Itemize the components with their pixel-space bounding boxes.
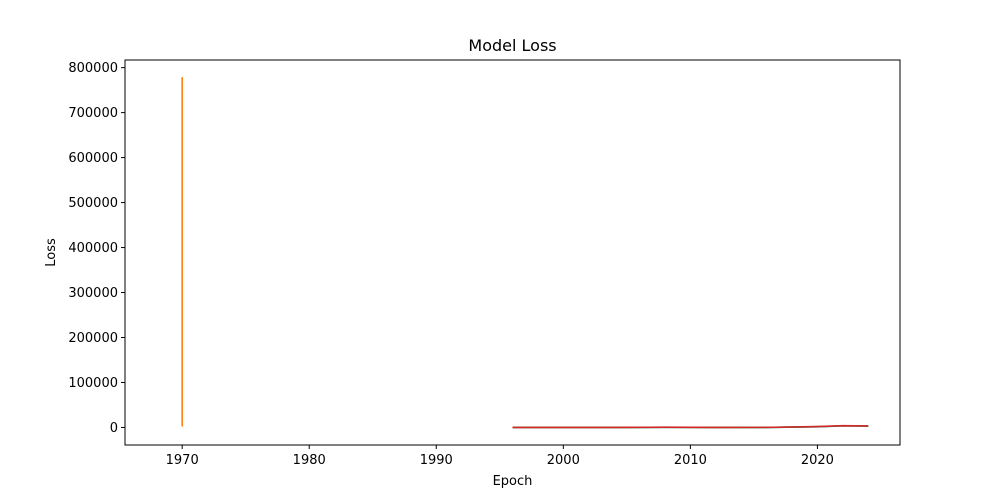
- y-tick-label: 200000: [68, 331, 118, 346]
- y-tick-label: 700000: [68, 106, 118, 121]
- x-tick-label: 1980: [293, 453, 326, 468]
- x-tick-label: 2000: [547, 453, 580, 468]
- y-tick-label: 100000: [68, 376, 118, 391]
- y-axis: 0 100000 200000 300000 400000 500000 600000 700…: [68, 61, 125, 436]
- y-tick-label: 600000: [68, 151, 118, 166]
- x-tick-label: 1990: [420, 453, 453, 468]
- y-tick-label: 400000: [68, 241, 118, 256]
- x-axis-title: Epoch: [493, 474, 533, 489]
- plot-frame: [124, 59, 901, 446]
- x-tick-label: 1970: [166, 453, 199, 468]
- y-tick-label: 300000: [68, 286, 118, 301]
- y-axis-title: Loss: [44, 238, 59, 267]
- chart-title: Model Loss: [468, 36, 556, 55]
- y-tick-label: 500000: [68, 196, 118, 211]
- series-line-4: [512, 424, 869, 429]
- series-layer: [181, 77, 869, 429]
- y-tick-label: 0: [110, 421, 118, 436]
- x-tick-label: 2010: [674, 453, 707, 468]
- x-tick-label: 2020: [801, 453, 834, 468]
- y-tick-label: 800000: [68, 61, 118, 76]
- x-axis: 1970 1980 1990 2000 2010 2020: [166, 445, 834, 468]
